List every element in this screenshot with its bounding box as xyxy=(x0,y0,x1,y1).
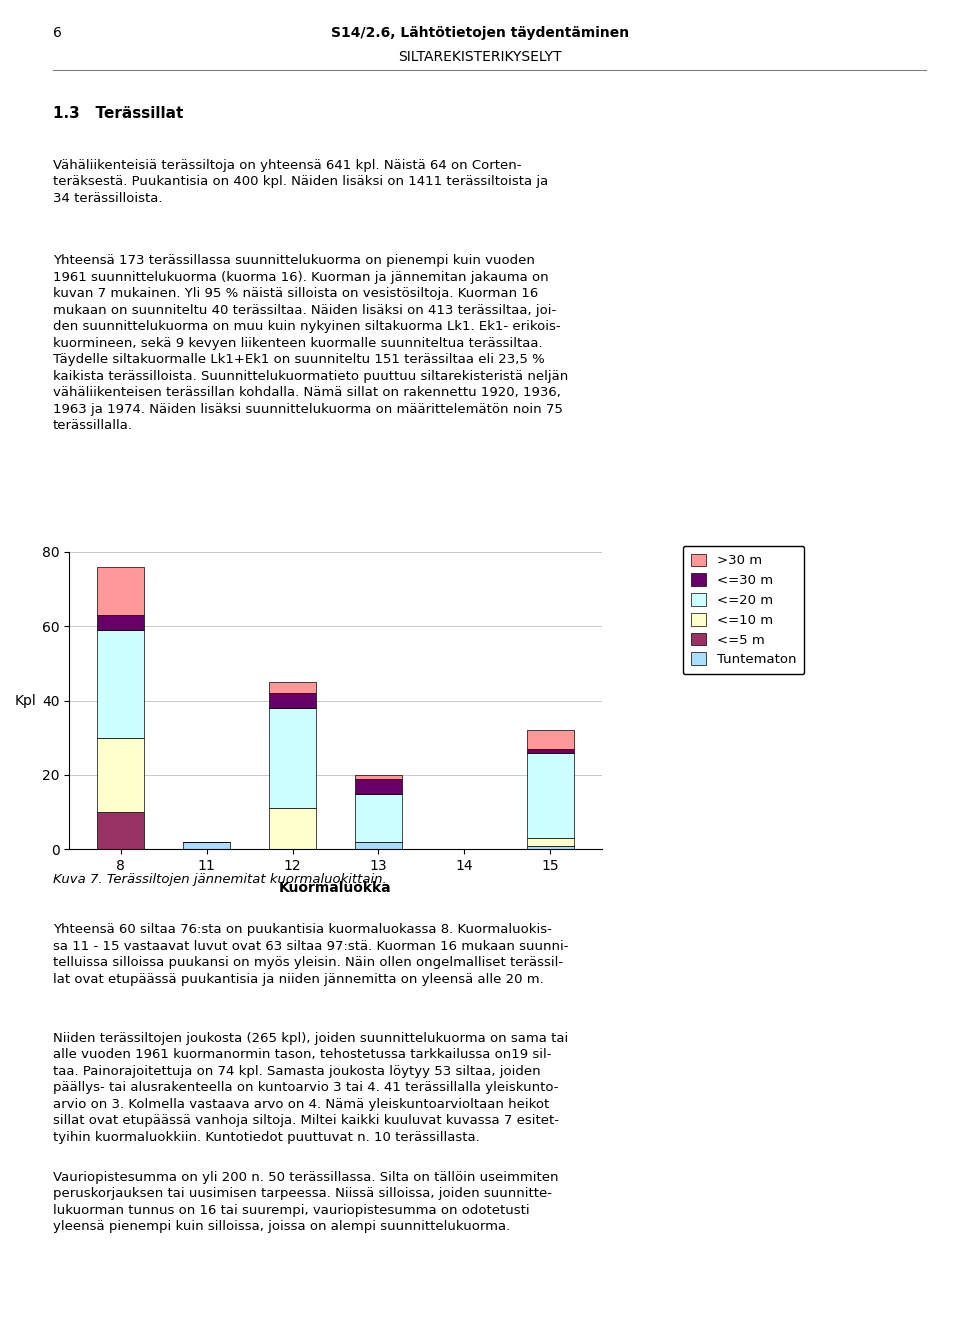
Text: Vähäliikenteisiä terässiltoja on yhteensä 641 kpl. Näistä 64 on Corten-
teräkses: Vähäliikenteisiä terässiltoja on yhteens… xyxy=(53,159,548,205)
Bar xyxy=(355,841,402,849)
Bar xyxy=(527,845,574,849)
Legend: >30 m, <=30 m, <=20 m, <=10 m, <=5 m, Tuntematon: >30 m, <=30 m, <=20 m, <=10 m, <=5 m, Tu… xyxy=(683,545,804,675)
Bar xyxy=(527,730,574,749)
Bar xyxy=(97,615,144,630)
Text: S14/2.6, Lähtötietojen täydentäminen: S14/2.6, Lähtötietojen täydentäminen xyxy=(331,26,629,41)
Bar xyxy=(355,779,402,794)
Bar xyxy=(97,738,144,812)
Text: Niiden terässiltojen joukosta (265 kpl), joiden suunnittelukuorma on sama tai
al: Niiden terässiltojen joukosta (265 kpl),… xyxy=(53,1032,568,1144)
Bar xyxy=(97,630,144,738)
Text: SILTAREKISTERIKYSELYT: SILTAREKISTERIKYSELYT xyxy=(398,50,562,65)
Text: 6: 6 xyxy=(53,26,61,41)
Text: Yhteensä 173 terässillassa suunnittelukuorma on pienempi kuin vuoden
1961 suunni: Yhteensä 173 terässillassa suunnitteluku… xyxy=(53,254,568,433)
Bar xyxy=(355,775,402,779)
Text: Yhteensä 60 siltaa 76:sta on puukantisia kuormaluokassa 8. Kuormaluokis-
sa 11 -: Yhteensä 60 siltaa 76:sta on puukantisia… xyxy=(53,923,568,986)
Bar xyxy=(269,681,316,693)
Bar xyxy=(97,812,144,849)
Bar xyxy=(183,841,230,849)
X-axis label: Kuormaluokka: Kuormaluokka xyxy=(279,881,392,896)
Bar xyxy=(97,566,144,615)
Text: Vauriopistesumma on yli 200 n. 50 terässillassa. Silta on tällöin useimmiten
per: Vauriopistesumma on yli 200 n. 50 teräss… xyxy=(53,1171,559,1233)
Text: Kuva 7. Terässiltojen jännemitat kuormaluokittain.: Kuva 7. Terässiltojen jännemitat kuormal… xyxy=(53,873,387,886)
Bar xyxy=(269,808,316,849)
Text: 1.3   Terässillat: 1.3 Terässillat xyxy=(53,106,183,120)
Y-axis label: Kpl: Kpl xyxy=(14,693,36,708)
Bar xyxy=(527,749,574,753)
Bar xyxy=(269,708,316,808)
Bar xyxy=(527,839,574,845)
Bar xyxy=(269,693,316,708)
Bar xyxy=(527,753,574,839)
Bar xyxy=(355,794,402,841)
